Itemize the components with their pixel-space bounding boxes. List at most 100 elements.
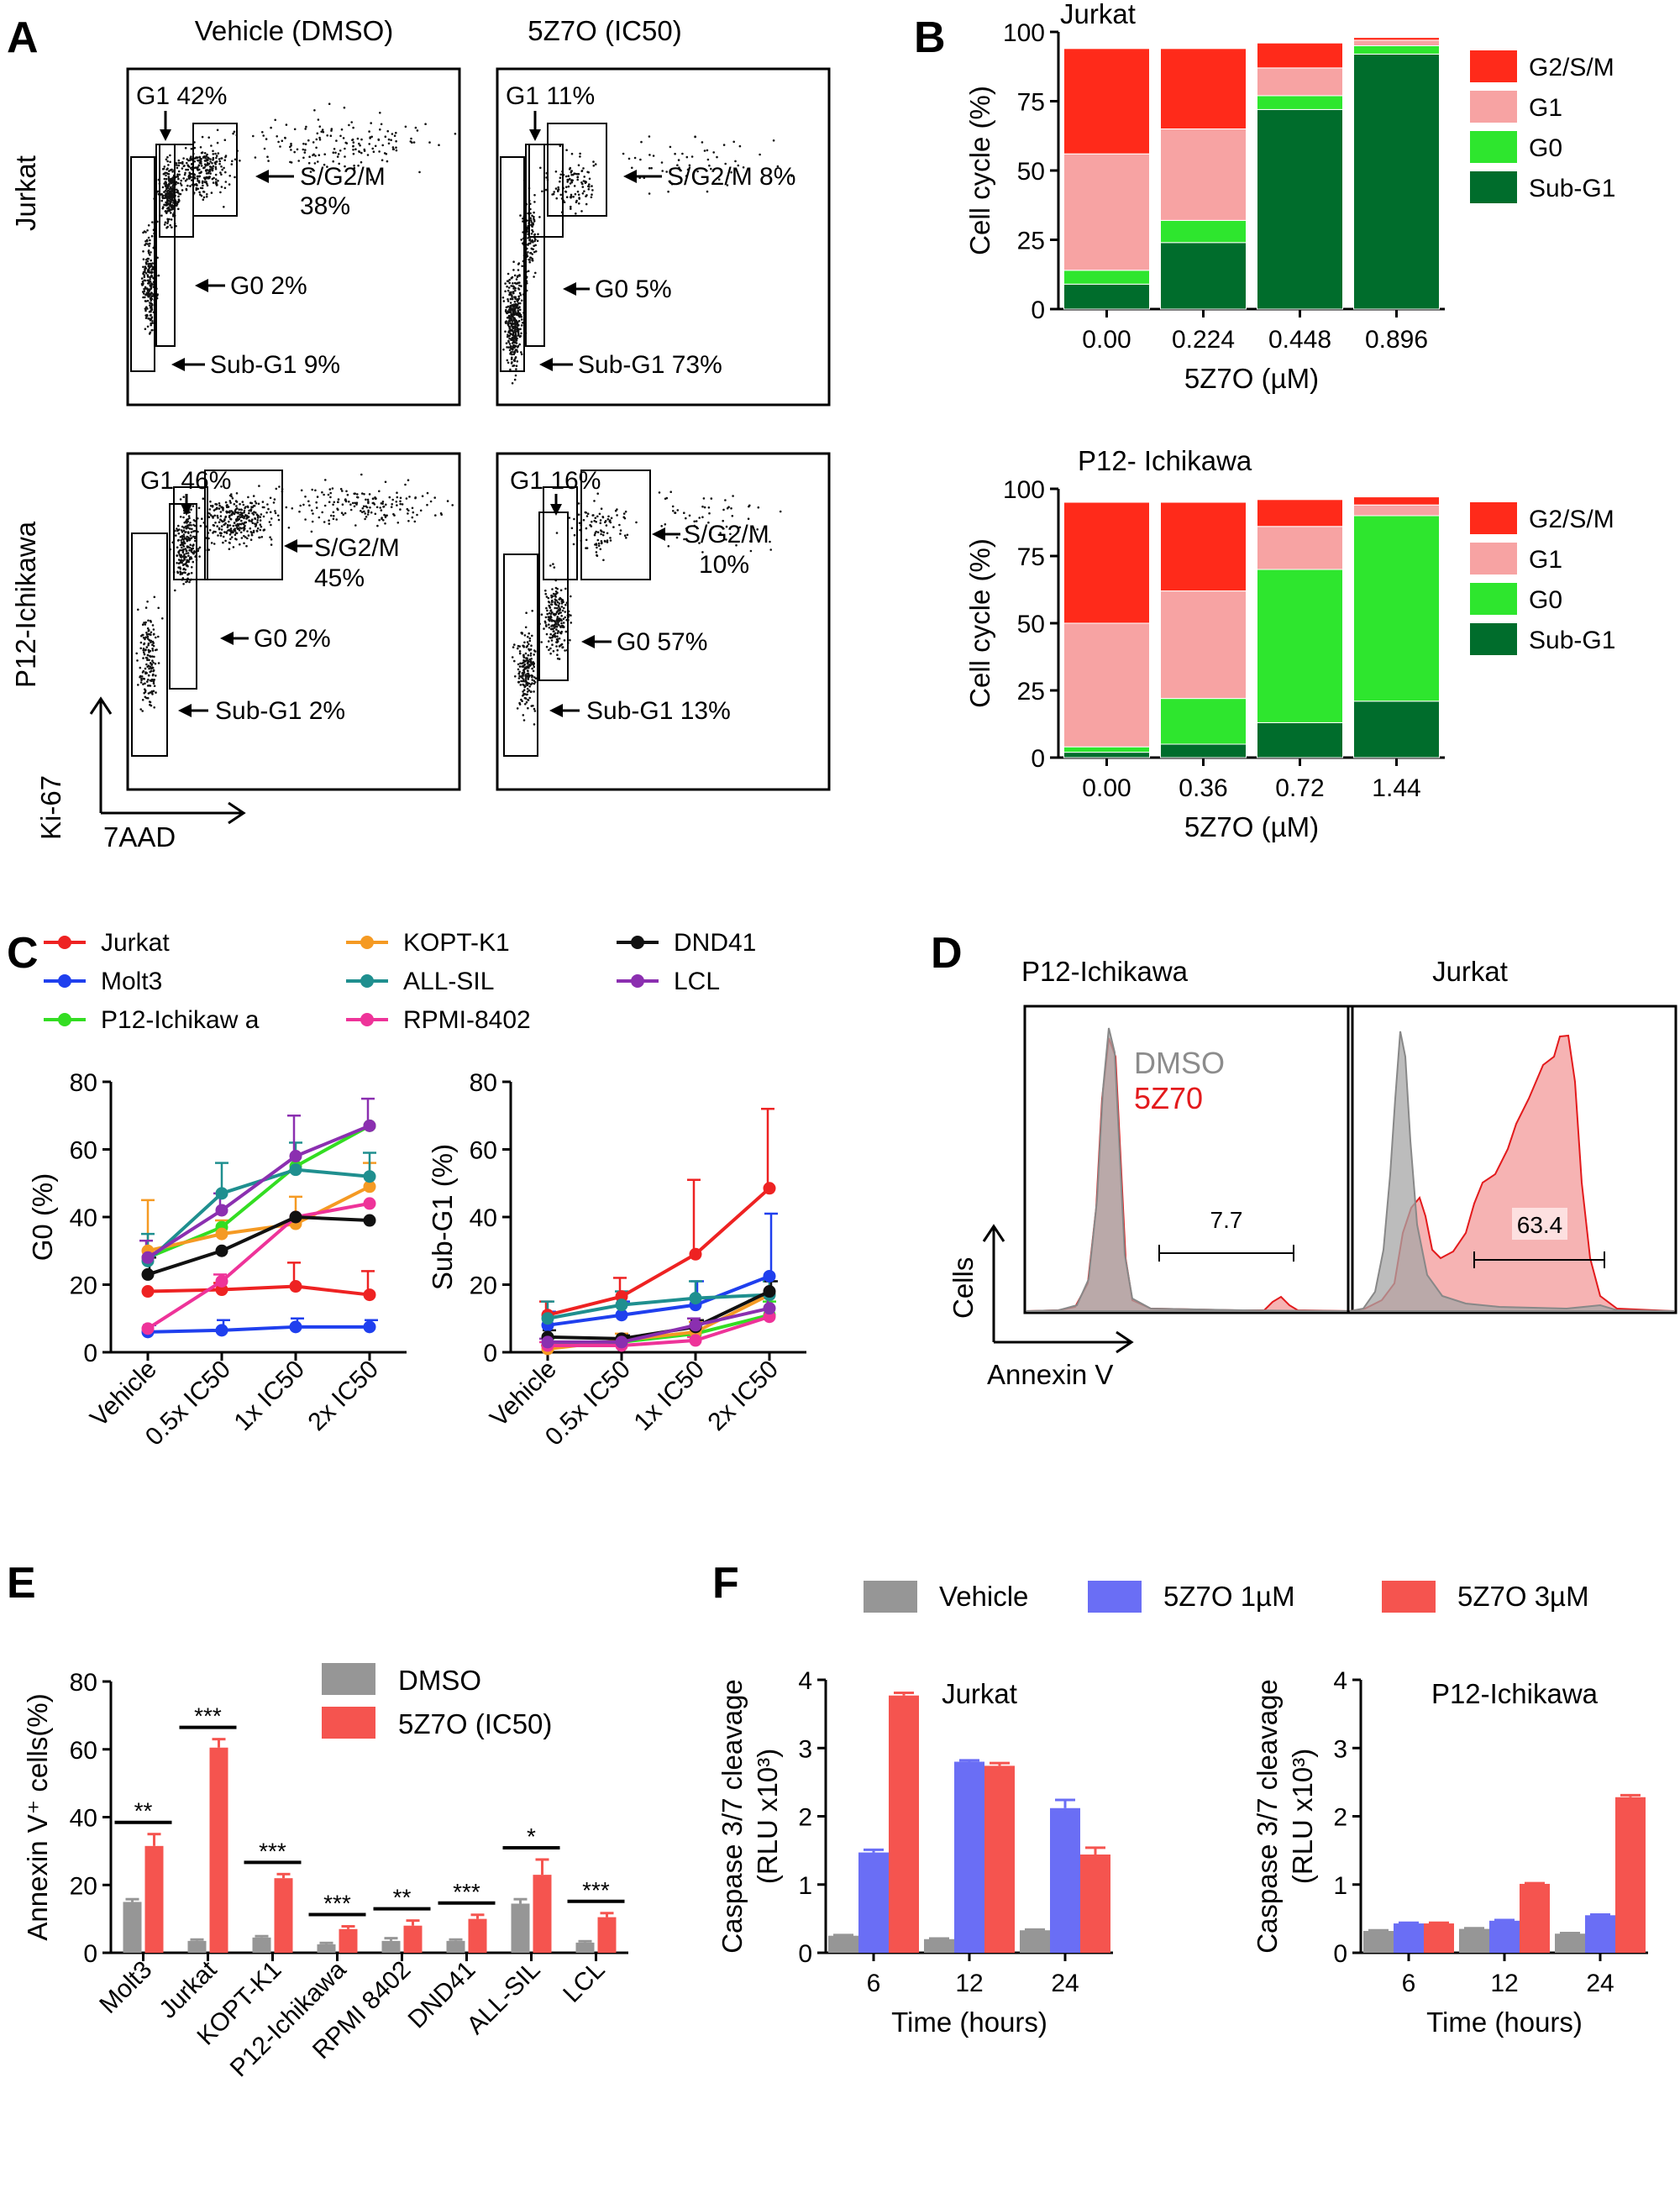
x-tick-label: ALL-SIL [461, 1956, 545, 2040]
y-tick-label: 0 [83, 1940, 97, 1968]
series-line [147, 1284, 370, 1297]
flow-plot: G1 16% S/G2/M 10% G0 57% Sub-G1 13% [496, 452, 831, 791]
data-point [763, 1302, 776, 1315]
y-tick-label: 4 [798, 1667, 812, 1695]
data-point [289, 1163, 302, 1177]
y-tick-label: 20 [470, 1272, 497, 1300]
label-g1: G1 11% [506, 82, 595, 110]
bar-segment [1063, 153, 1150, 271]
bar [187, 1940, 207, 1953]
bar-segment [1160, 698, 1247, 745]
data-point [289, 1280, 302, 1293]
bar-segment [1160, 501, 1247, 592]
significance-label: *** [323, 1891, 351, 1917]
x-axis-label: Time (hours) [891, 2007, 1047, 2038]
label-sg2m: S/G2/M [684, 521, 769, 548]
x-axis-label: 5Z7O (µM) [1184, 363, 1319, 394]
legend-swatch [1470, 50, 1517, 82]
panel-b: B 0 25 50 75 100 0.00 0.224 0.448 0.896 Cell cycl… [914, 0, 1615, 842]
y-tick-label: 80 [70, 1069, 97, 1097]
bar [274, 1878, 293, 1953]
panel-letter-f: F [712, 1559, 739, 1608]
y-tick-label: 60 [70, 1137, 97, 1165]
legend-label: DND41 [674, 929, 756, 957]
bar [1520, 1883, 1550, 1953]
data-point [615, 1309, 628, 1322]
y-axis-label-units: (RLU x10³) [752, 1749, 783, 1884]
x-tick-label: 1x IC50 [629, 1356, 710, 1436]
y-axis-label-units: (RLU x10³) [1287, 1749, 1318, 1884]
bar-segment [1160, 242, 1247, 310]
y-tick-label: 60 [470, 1137, 497, 1165]
legend-marker [58, 936, 71, 949]
data-point [763, 1269, 776, 1283]
bar [1489, 1920, 1520, 1953]
legend-c: Jurkat Molt3 P12-Ichikaw a KOPT-K1 ALL-SIL RP… [44, 929, 756, 1034]
bar-segment [1160, 743, 1247, 758]
legend-swatch [1470, 623, 1517, 655]
bar [924, 1939, 954, 1953]
bar-segment [1063, 752, 1150, 758]
bar [1050, 1807, 1080, 1953]
bar [403, 1925, 423, 1953]
bar [209, 1747, 228, 1953]
bar-segment [1353, 39, 1440, 47]
col-title-vehicle: Vehicle (DMSO) [195, 15, 394, 46]
bar [597, 1917, 617, 1953]
bar-segment [1353, 504, 1440, 517]
axis-label-ki67: Ki-67 [35, 775, 66, 840]
bar-segment [1353, 53, 1440, 310]
bar-segment [1353, 37, 1440, 41]
legend-marker [360, 936, 374, 949]
y-tick-label: 40 [70, 1805, 97, 1833]
legend-marker [631, 936, 644, 949]
series-line [147, 1215, 370, 1277]
y-tick-label: 1 [1333, 1872, 1347, 1900]
legend-swatch [1470, 502, 1517, 534]
bar [1555, 1933, 1585, 1953]
bar-segment [1257, 67, 1343, 97]
title-d-p12: P12-Ichikawa [1021, 956, 1189, 987]
legend-swatch [864, 1581, 917, 1613]
bar-segment [1257, 721, 1343, 758]
bar [1459, 1928, 1489, 1953]
x-tick-label: 1x IC50 [229, 1356, 310, 1436]
bar-segment [1353, 496, 1440, 506]
legend-f: Vehicle 5Z7O 1µM 5Z7O 3µM [864, 1581, 1589, 1613]
label-sg2m-pct: 10% [699, 551, 749, 579]
chart-e-annexin: 020406080**Molt3***Jurkat***KOPT-K1***P1… [22, 1663, 628, 2082]
y-tick-label: 80 [70, 1669, 97, 1697]
legend-label: Molt3 [101, 968, 162, 995]
bar-segment [1063, 270, 1150, 285]
legend-dmso: DMSO [1134, 1046, 1225, 1080]
bar [1585, 1915, 1615, 1953]
y-tick-label: 80 [470, 1069, 497, 1097]
legend-label: KOPT-K1 [403, 929, 510, 957]
legend-label: 5Z7O (IC50) [398, 1708, 552, 1739]
data-point [689, 1334, 702, 1347]
series-line [147, 1184, 370, 1253]
data-point [363, 1320, 376, 1334]
x-axis-label: 5Z7O (µM) [1184, 811, 1319, 842]
chart-b-jurkat: 0 25 50 75 100 0.00 0.224 0.448 0.896 Cell cycle … [964, 0, 1615, 394]
legend-label: 5Z7O 3µM [1457, 1581, 1589, 1612]
bar-segment [1353, 45, 1440, 55]
bar [252, 1937, 271, 1953]
data-point [363, 1214, 376, 1227]
label-g0: G0 2% [230, 272, 307, 300]
x-tick-label: 0.896 [1365, 326, 1428, 354]
data-point [363, 1197, 376, 1210]
gate-value: 63.4 [1517, 1212, 1563, 1238]
bar [828, 1935, 858, 1953]
legend-swatch [1470, 171, 1517, 203]
data-point [289, 1320, 302, 1334]
label-subg1: Sub-G1 73% [578, 351, 722, 379]
data-point [541, 1312, 554, 1325]
legend-label: Sub-G1 [1529, 175, 1615, 202]
panel-letter-b: B [914, 13, 946, 62]
histogram-dmso [1349, 1031, 1675, 1312]
bar-segment [1353, 515, 1440, 702]
series-line [548, 1306, 770, 1344]
legend-label: RPMI-8402 [403, 1006, 531, 1034]
